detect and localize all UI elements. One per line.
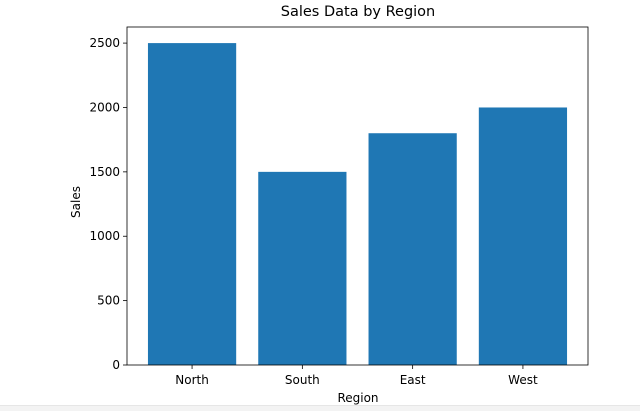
x-tick-label-south: South	[285, 373, 320, 387]
x-tick-label-west: West	[508, 373, 538, 387]
bar-south	[258, 171, 347, 365]
x-tick-label-east: East	[400, 373, 426, 387]
bar-east	[368, 133, 457, 365]
plot-frame	[126, 26, 589, 366]
bars	[147, 43, 568, 365]
y-tick-label-0: 0	[112, 358, 120, 372]
y-tick-label-1000: 1000	[89, 229, 120, 243]
x-tick-label-north: North	[175, 373, 209, 387]
bar-west	[478, 107, 568, 365]
y-axis-label: Sales	[69, 186, 83, 218]
window-bottom-strip	[0, 405, 640, 411]
y-tick-label-1500: 1500	[89, 165, 120, 179]
y-axis-ticks: 0 500 1000 1500 2000 2500	[89, 36, 127, 372]
x-axis-ticks: North South East West	[175, 365, 538, 387]
y-tick-label-2000: 2000	[89, 100, 120, 114]
y-tick-label-500: 500	[97, 294, 120, 308]
chart-title: Sales Data by Region	[281, 4, 435, 20]
x-axis-label: Region	[337, 391, 378, 405]
bar-north	[147, 43, 237, 365]
y-tick-label-2500: 2500	[89, 36, 120, 50]
